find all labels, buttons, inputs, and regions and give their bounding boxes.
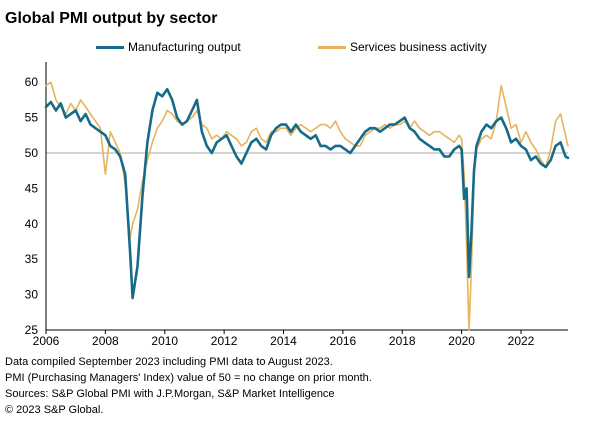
- x-tick-label: 2010: [151, 334, 178, 348]
- legend-swatch-manufacturing: [96, 45, 124, 49]
- y-tick-label: 30: [25, 288, 39, 302]
- legend-item-services: Services business activity: [318, 40, 487, 54]
- x-tick-label: 2012: [211, 334, 238, 348]
- legend-item-manufacturing: Manufacturing output: [96, 40, 241, 54]
- legend-label-services: Services business activity: [350, 40, 487, 54]
- y-tick-label: 55: [25, 111, 39, 125]
- note-pmi-definition: PMI (Purchasing Managers' Index) value o…: [5, 372, 372, 384]
- x-tick-label: 2020: [448, 334, 475, 348]
- note-data-compiled: Data compiled September 2023 including P…: [5, 356, 333, 368]
- legend-label-manufacturing: Manufacturing output: [128, 40, 241, 54]
- x-tick-label: 2016: [330, 334, 357, 348]
- chart-notes: Data compiled September 2023 including P…: [5, 354, 372, 418]
- x-tick-label: 2006: [33, 334, 60, 348]
- x-tick-label: 2022: [508, 334, 535, 348]
- y-tick-label: 25: [25, 323, 39, 337]
- chart-title: Global PMI output by sector: [5, 10, 218, 27]
- x-tick-label: 2018: [389, 334, 416, 348]
- legend-swatch-services: [318, 45, 346, 49]
- y-tick-label: 45: [25, 181, 39, 195]
- series-line-manufacturing: [44, 87, 570, 300]
- pmi-line-chart: 25 30 35 40 45 50 55 60 2006 2008 2010 2012 2014 2016…: [25, 62, 570, 348]
- series-line-services: [45, 81, 569, 331]
- note-copyright: © 2023 S&P Global.: [5, 404, 104, 416]
- note-sources: Sources: S&P Global PMI with J.P.Morgan,…: [5, 388, 335, 400]
- y-tick-label: 40: [25, 217, 39, 231]
- x-tick-label: 2008: [92, 334, 119, 348]
- chart-legend: Manufacturing output Services business a…: [0, 40, 595, 56]
- y-tick-label: 50: [25, 146, 39, 160]
- y-tick-label: 60: [25, 75, 39, 89]
- x-tick-label: 2014: [270, 334, 297, 348]
- y-tick-label: 35: [25, 252, 39, 266]
